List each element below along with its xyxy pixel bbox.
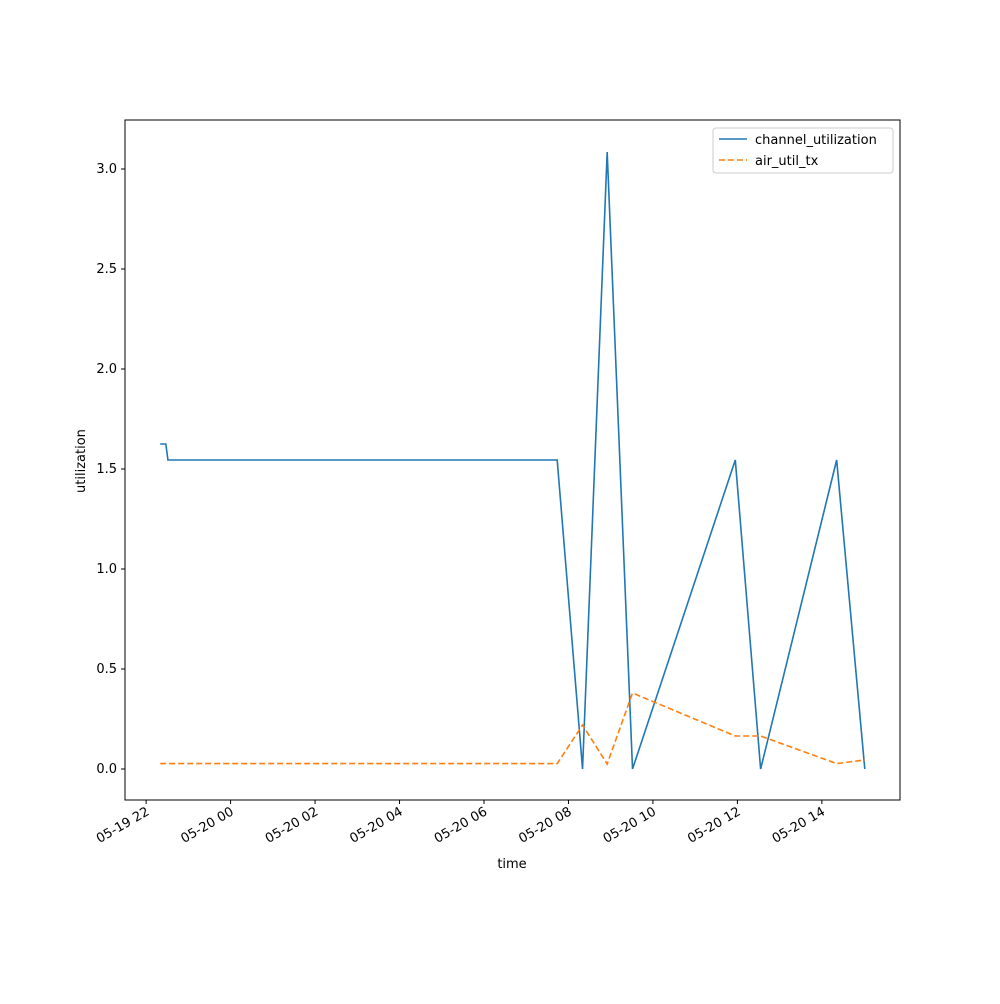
y-tick-label: 2.0: [96, 362, 117, 377]
y-tick-label: 2.5: [96, 262, 117, 277]
y-tick-label: 1.0: [96, 562, 117, 577]
line-series: [160, 151, 866, 770]
x-axis-label: time: [497, 857, 526, 872]
legend-label: air_util_tx: [755, 154, 819, 169]
y-tick-label: 1.5: [96, 462, 117, 477]
y-axis-label: utilization: [74, 429, 89, 493]
plot-frame: [124, 119, 901, 801]
legend-label: channel_utilization: [755, 133, 877, 148]
legend-box: [712, 127, 894, 174]
y-tick-label: 0.0: [96, 762, 117, 777]
y-tick-label: 3.0: [96, 162, 117, 177]
y-tick-label: 0.5: [96, 662, 117, 677]
